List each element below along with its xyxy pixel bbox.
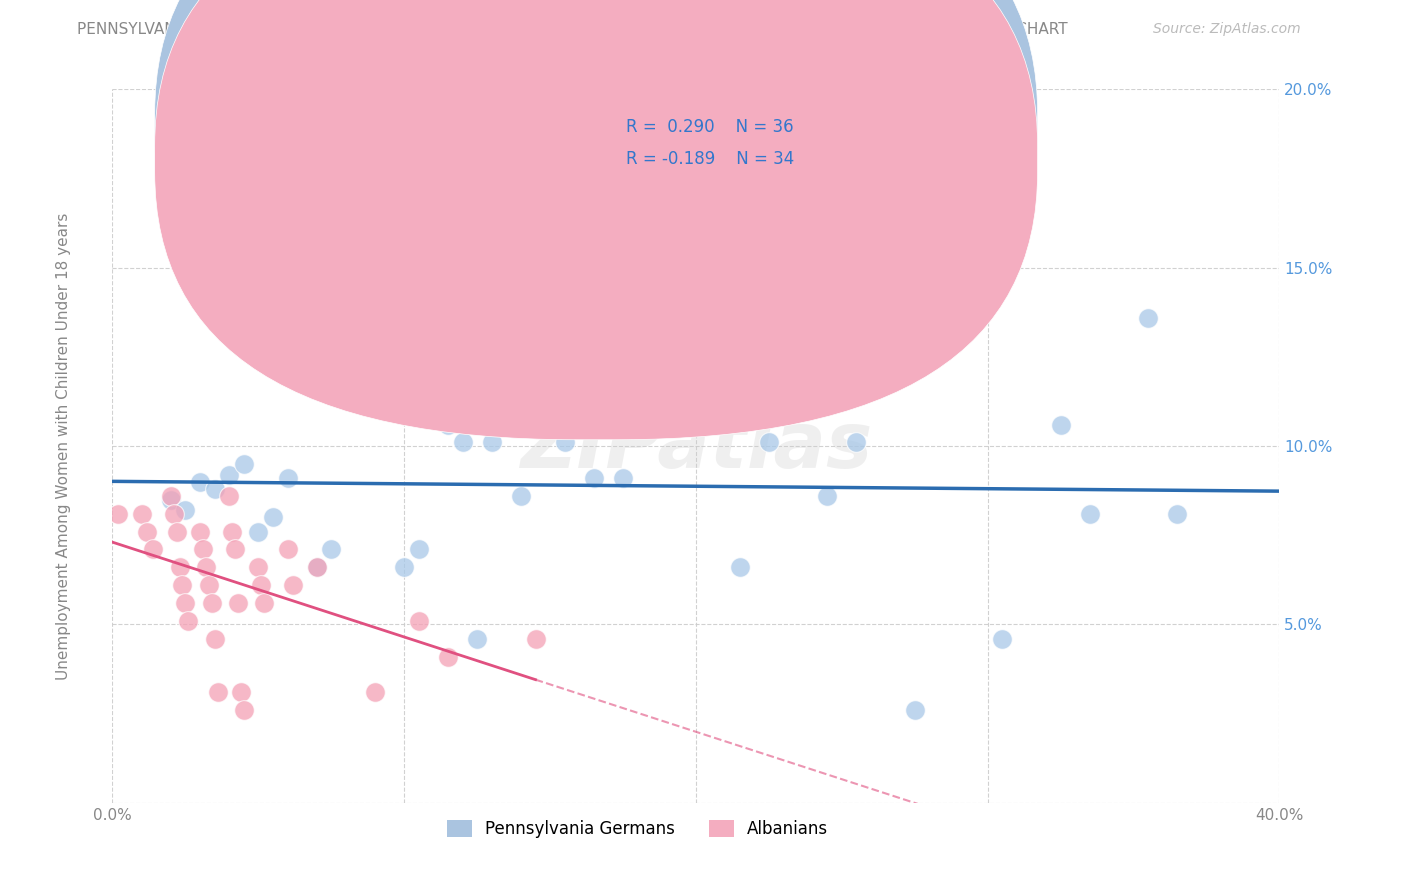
Point xyxy=(451,435,474,450)
Point xyxy=(160,492,183,507)
Point xyxy=(437,649,460,664)
Point xyxy=(904,703,927,717)
Point xyxy=(232,457,254,471)
Point xyxy=(229,685,252,699)
Point xyxy=(253,596,276,610)
Text: ZIPatlas: ZIPatlas xyxy=(520,408,872,484)
Point xyxy=(191,542,214,557)
Point xyxy=(169,560,191,574)
Point xyxy=(201,596,224,610)
Point xyxy=(247,560,270,574)
Point xyxy=(247,524,270,539)
Legend: Pennsylvania Germans, Albanians: Pennsylvania Germans, Albanians xyxy=(440,813,835,845)
Point xyxy=(305,560,328,574)
Point xyxy=(250,578,273,592)
Point xyxy=(172,578,194,592)
Point xyxy=(364,310,387,325)
Point xyxy=(408,542,430,557)
Point xyxy=(437,417,460,432)
Point xyxy=(221,524,243,539)
Point xyxy=(321,542,343,557)
Point xyxy=(481,435,503,450)
Point xyxy=(408,614,430,628)
Text: Unemployment Among Women with Children Under 18 years: Unemployment Among Women with Children U… xyxy=(56,212,70,680)
Point xyxy=(204,632,226,646)
Point xyxy=(232,703,254,717)
Point xyxy=(276,471,298,485)
Point xyxy=(197,578,219,592)
Point xyxy=(174,596,197,610)
Text: Source: ZipAtlas.com: Source: ZipAtlas.com xyxy=(1153,22,1301,37)
Point xyxy=(394,560,416,574)
Point xyxy=(758,435,780,450)
Point xyxy=(364,685,387,699)
Point xyxy=(538,417,561,432)
Point xyxy=(160,489,183,503)
Point xyxy=(524,632,547,646)
Point xyxy=(207,685,229,699)
Text: PENNSYLVANIA GERMAN VS ALBANIAN UNEMPLOYMENT AMONG WOMEN WITH CHILDREN UNDER 18 : PENNSYLVANIA GERMAN VS ALBANIAN UNEMPLOY… xyxy=(77,22,1069,37)
Point xyxy=(612,471,634,485)
Point xyxy=(582,471,605,485)
Point xyxy=(465,632,488,646)
Point xyxy=(335,275,357,289)
Point xyxy=(218,467,240,482)
Point xyxy=(1049,417,1071,432)
Point xyxy=(194,560,217,574)
Point xyxy=(509,489,531,503)
Point xyxy=(845,435,868,450)
Point xyxy=(1137,310,1160,325)
Point xyxy=(163,507,186,521)
Point xyxy=(262,510,284,524)
Point xyxy=(226,596,249,610)
Point xyxy=(554,435,576,450)
Point xyxy=(142,542,165,557)
Point xyxy=(136,524,159,539)
Point xyxy=(174,503,197,517)
Point xyxy=(224,542,246,557)
Point xyxy=(685,417,707,432)
Point xyxy=(815,489,838,503)
Point xyxy=(1078,507,1101,521)
Point xyxy=(305,560,328,574)
Point xyxy=(166,524,188,539)
Point xyxy=(728,560,751,574)
Point xyxy=(1166,507,1188,521)
Text: R =  0.290    N = 36: R = 0.290 N = 36 xyxy=(626,118,793,136)
Point xyxy=(177,614,200,628)
Point xyxy=(641,417,664,432)
Point xyxy=(188,524,211,539)
Point xyxy=(188,475,211,489)
Point xyxy=(204,482,226,496)
Point xyxy=(107,507,129,521)
Point xyxy=(276,542,298,557)
Text: R = -0.189    N = 34: R = -0.189 N = 34 xyxy=(626,150,794,168)
Point xyxy=(131,507,153,521)
Point xyxy=(283,578,305,592)
Point xyxy=(218,489,240,503)
Point xyxy=(991,632,1014,646)
